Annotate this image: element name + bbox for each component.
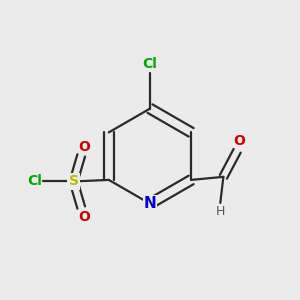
Text: H: H [216, 206, 225, 218]
Text: Cl: Cl [27, 174, 42, 188]
Text: S: S [69, 174, 79, 188]
Text: N: N [144, 196, 156, 211]
Text: O: O [78, 210, 90, 224]
Text: O: O [78, 140, 90, 154]
Text: Cl: Cl [142, 58, 158, 71]
Text: O: O [233, 134, 244, 148]
